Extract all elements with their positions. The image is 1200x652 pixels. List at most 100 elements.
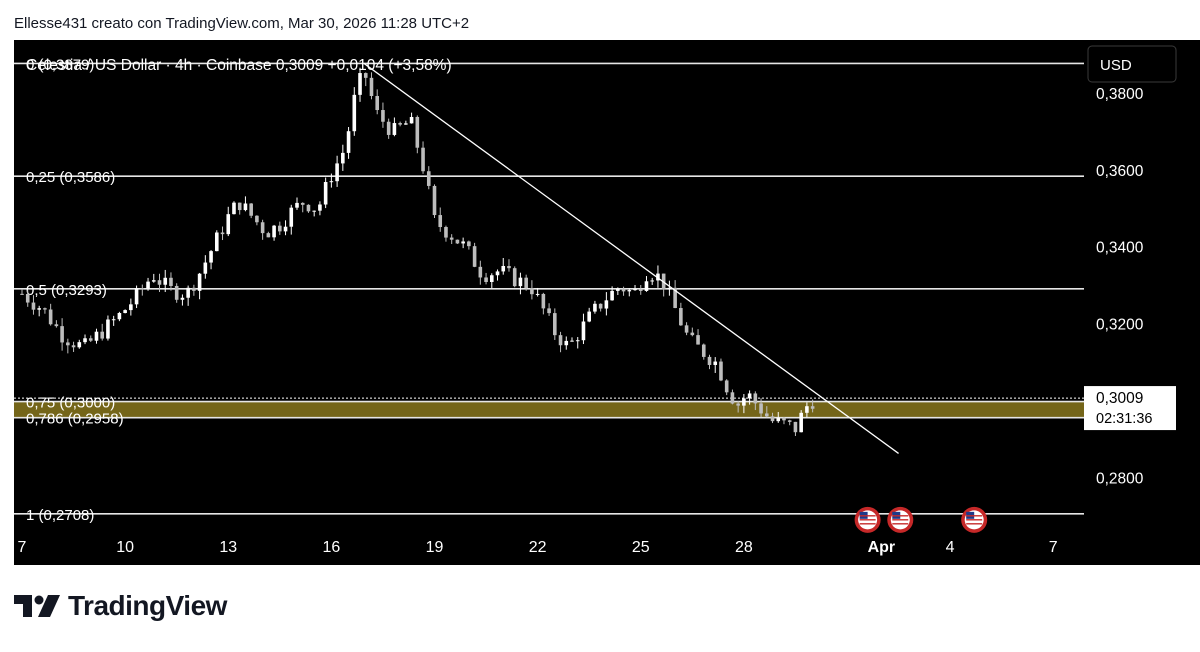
candle-body: [134, 288, 139, 305]
candle-body: [656, 273, 660, 281]
price-chart[interactable]: 0 (0,3879) 0,25 (0,3586) 0,5 (0,3293) 0,75 …: [14, 40, 1200, 565]
candle-body: [186, 287, 190, 298]
x-tick-label: 7: [1049, 539, 1058, 556]
candle-body: [192, 287, 196, 291]
candle-body: [180, 297, 185, 300]
trendline: [363, 62, 899, 454]
y-tick-label: 0,3200: [1096, 317, 1144, 334]
candle-body: [530, 287, 534, 295]
fib-level-label: 0,5 (0,3293): [26, 282, 107, 299]
candle-body: [106, 319, 110, 339]
candle-body: [793, 421, 798, 433]
candle-body: [753, 393, 758, 404]
candle-body: [570, 340, 574, 342]
candle-body: [747, 393, 752, 399]
candle-body: [444, 227, 448, 238]
candle-body: [610, 290, 614, 301]
fib-level-label: 1 (0,2708): [26, 507, 94, 524]
x-tick-label: 16: [322, 539, 340, 556]
candle-body: [684, 325, 689, 333]
candle-body: [243, 203, 248, 211]
candle-body: [83, 338, 87, 343]
candle-body: [123, 310, 127, 313]
candle-body: [461, 241, 465, 244]
candle-body: [375, 96, 380, 111]
currency-button[interactable]: USD: [1087, 45, 1177, 83]
candle-body: [289, 207, 294, 227]
y-tick-label: 0,3600: [1096, 163, 1144, 180]
x-tick-label: 13: [219, 539, 237, 556]
candle-body: [696, 335, 700, 345]
candle-body: [415, 116, 420, 148]
candle-body: [151, 280, 156, 282]
trendline-layer[interactable]: [363, 62, 899, 454]
tradingview-logo-icon: [14, 595, 60, 617]
candle-body: [71, 345, 76, 348]
candle-body: [547, 308, 551, 314]
candle-body: [278, 225, 282, 232]
x-tick-label: Apr: [868, 539, 896, 556]
candle-body: [432, 185, 437, 216]
candle-body: [501, 265, 506, 272]
fib-level-label: 0,75 (0,3000): [26, 395, 115, 412]
candle-body: [426, 171, 431, 186]
candle-body: [77, 342, 82, 348]
candle-body: [203, 262, 208, 274]
candle-body: [381, 110, 385, 122]
bar-countdown: 02:31:36: [1096, 411, 1152, 427]
candle-body: [163, 277, 168, 285]
candle-body: [621, 288, 626, 292]
candle-body: [604, 300, 609, 309]
candle-body: [255, 215, 259, 223]
candle-body: [341, 152, 345, 164]
candle-body: [616, 288, 620, 291]
candle-body: [776, 417, 781, 422]
us-flag-icon[interactable]: [854, 506, 881, 533]
candle-body: [214, 232, 219, 252]
candle-body: [358, 73, 362, 95]
tradingview-logo[interactable]: TradingView: [14, 590, 227, 622]
x-tick-label: 10: [116, 539, 134, 556]
candle-body: [581, 321, 586, 341]
fib-level-label: 0,25 (0,3586): [26, 169, 115, 186]
x-tick-label: 19: [426, 539, 444, 556]
candle-body: [386, 121, 391, 135]
candle-body: [220, 232, 225, 235]
candle-body: [146, 281, 150, 289]
candle-body: [644, 281, 649, 291]
candle-body: [318, 204, 322, 211]
candle-body: [810, 406, 815, 409]
candle-body: [673, 287, 677, 309]
candle-body: [467, 241, 471, 247]
candle-body: [352, 94, 357, 132]
candle-body: [174, 285, 179, 300]
candle-body: [759, 403, 763, 414]
candle-body: [111, 319, 116, 321]
candle-body: [805, 406, 809, 413]
candle-body: [346, 131, 351, 153]
candle-body: [719, 361, 723, 381]
event-flags[interactable]: [854, 506, 988, 533]
x-tick-label: 7: [18, 539, 27, 556]
candle-body: [295, 202, 299, 208]
candle-body: [701, 344, 706, 357]
us-flag-icon[interactable]: [961, 506, 988, 533]
candle-body: [679, 308, 683, 326]
candle-body: [226, 214, 231, 235]
zone-layer: [14, 401, 1084, 418]
candle-body: [197, 273, 202, 291]
candle-body: [782, 417, 786, 421]
candle-body: [300, 202, 305, 205]
candle-body: [129, 304, 133, 311]
candle-body: [707, 356, 712, 365]
candle-body: [575, 340, 580, 342]
candle-body: [598, 303, 603, 309]
candle-body: [736, 403, 740, 406]
candle-body: [140, 288, 145, 290]
us-flag-icon[interactable]: [887, 506, 914, 533]
candle-body: [472, 246, 477, 267]
candle-body: [169, 277, 173, 286]
chart-panel[interactable]: 0 (0,3879) 0,25 (0,3586) 0,5 (0,3293) 0,75 …: [14, 40, 1200, 565]
candle-body: [478, 266, 483, 278]
candle-body: [489, 275, 494, 282]
